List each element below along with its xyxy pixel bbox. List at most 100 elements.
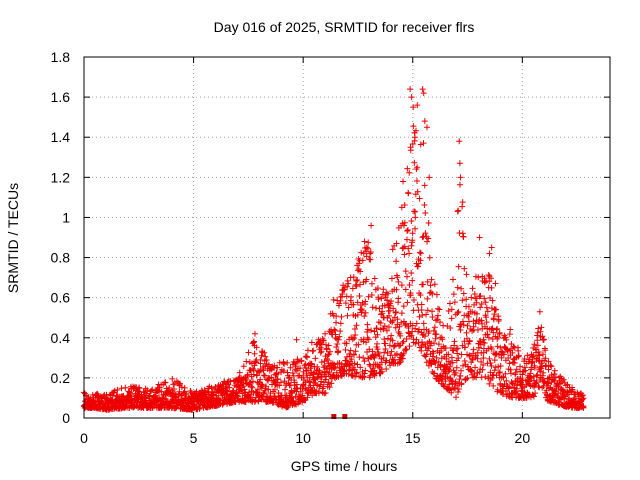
- data-point: [304, 394, 311, 401]
- data-point: [437, 319, 444, 326]
- data-point: [314, 363, 321, 370]
- data-point: [424, 307, 431, 314]
- y-tick-label: 0.4: [51, 330, 71, 346]
- data-point: [533, 372, 540, 379]
- data-point: [488, 284, 495, 291]
- data-point: [405, 245, 412, 252]
- data-point: [458, 380, 465, 387]
- data-point: [404, 165, 411, 172]
- x-axis-label: GPS time / hours: [291, 458, 398, 474]
- data-point: [455, 386, 462, 393]
- data-point: [253, 344, 260, 351]
- data-point: [406, 169, 413, 176]
- data-point: [401, 243, 408, 250]
- data-point: [244, 372, 251, 379]
- data-point: [274, 364, 281, 371]
- spike-point: [414, 164, 421, 171]
- data-point: [285, 404, 292, 411]
- data-point: [493, 326, 500, 333]
- data-point: [482, 299, 489, 306]
- data-point: [170, 381, 177, 388]
- data-point: [425, 219, 432, 226]
- data-point: [335, 348, 342, 355]
- data-point: [306, 379, 313, 386]
- y-tick-label: 1.8: [51, 49, 71, 65]
- data-point: [410, 297, 417, 304]
- data-point: [350, 274, 357, 281]
- data-point: [580, 395, 587, 402]
- data-point: [455, 263, 462, 270]
- data-point: [299, 392, 306, 399]
- data-point: [455, 207, 462, 214]
- data-point: [506, 360, 513, 367]
- data-point: [455, 308, 462, 315]
- data-point: [308, 339, 315, 346]
- data-point: [457, 372, 464, 379]
- data-point: [384, 297, 391, 304]
- data-point: [354, 361, 361, 368]
- data-point: [349, 336, 356, 343]
- data-point: [417, 141, 424, 148]
- data-point: [461, 338, 468, 345]
- data-point: [371, 328, 378, 335]
- data-point: [450, 291, 457, 298]
- data-point: [409, 237, 416, 244]
- data-point: [308, 360, 315, 367]
- data-point: [416, 313, 423, 320]
- data-point: [465, 303, 472, 310]
- data-point: [423, 311, 430, 318]
- data-point: [532, 390, 539, 397]
- data-point: [368, 280, 375, 287]
- data-point: [436, 377, 443, 384]
- data-point: [394, 316, 401, 323]
- data-point: [283, 392, 290, 399]
- data-point: [560, 376, 567, 383]
- data-point: [537, 368, 544, 375]
- data-point: [314, 374, 321, 381]
- data-point: [530, 352, 537, 359]
- data-point: [260, 372, 267, 379]
- data-point: [331, 365, 338, 372]
- data-point: [437, 364, 444, 371]
- data-point: [327, 348, 334, 355]
- spike-point: [486, 250, 493, 257]
- data-point: [555, 390, 562, 397]
- data-point: [350, 301, 357, 308]
- data-point: [362, 309, 369, 316]
- data-point: [464, 375, 471, 382]
- data-point: [545, 366, 552, 373]
- data-point: [464, 322, 471, 329]
- data-point: [374, 340, 381, 347]
- data-point: [521, 364, 528, 371]
- data-point: [429, 314, 436, 321]
- data-point: [398, 282, 405, 289]
- data-point: [456, 376, 463, 383]
- data-point: [503, 377, 510, 384]
- data-point: [379, 368, 386, 375]
- data-point: [484, 325, 491, 332]
- data-point: [483, 319, 490, 326]
- data-point: [458, 367, 465, 374]
- data-point: [533, 379, 540, 386]
- data-point: [363, 244, 370, 251]
- data-point: [281, 361, 288, 368]
- data-point: [357, 281, 364, 288]
- data-point: [380, 314, 387, 321]
- data-point: [368, 291, 375, 298]
- data-point: [424, 278, 431, 285]
- data-point: [495, 317, 502, 324]
- data-point: [342, 357, 349, 364]
- outlier-point: [331, 414, 337, 419]
- data-point: [545, 358, 552, 365]
- data-point: [481, 279, 488, 286]
- data-point: [367, 256, 374, 263]
- data-point: [409, 140, 416, 147]
- data-point: [462, 375, 469, 382]
- data-point: [369, 304, 376, 311]
- data-point: [569, 387, 576, 394]
- data-point: [446, 300, 453, 307]
- data-point: [511, 389, 518, 396]
- data-point: [431, 340, 438, 347]
- data-point: [492, 280, 499, 287]
- data-point: [448, 386, 455, 393]
